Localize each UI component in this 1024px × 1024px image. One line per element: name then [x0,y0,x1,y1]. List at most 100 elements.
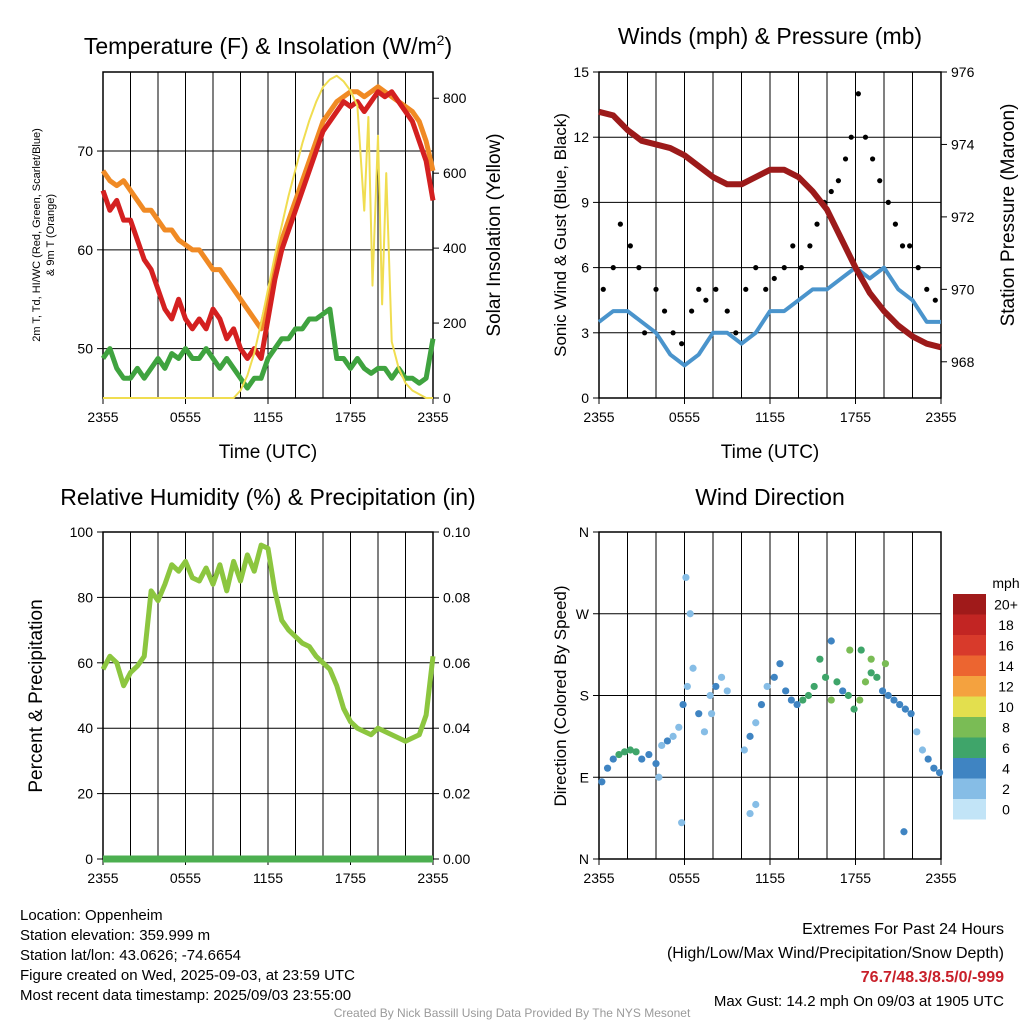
x-tick-label: 1155 [253,870,283,886]
x-tick-label: 1155 [755,870,785,886]
gust-point [617,221,623,227]
y-right-axis-label: Solar Insolation (Yellow) [484,133,505,336]
colorbar-label: 4 [1002,760,1010,776]
gust-point [892,221,899,227]
y-left-tick-label: 100 [70,524,94,540]
colorbar-swatch [953,737,986,758]
colorbar-swatch [953,778,986,799]
x-tick-label: 2355 [87,870,118,886]
series-line-relative-humidity [100,542,436,744]
y-tick-label: S [580,688,589,704]
location-text: Location: Oppenheim [20,907,163,924]
y-left-tick-label: 50 [77,341,93,357]
colorbar-label: 2 [1002,781,1010,797]
y-left-tick-label: 0 [85,851,93,867]
y-right-tick-label: 972 [951,209,975,225]
direction-point [827,637,835,645]
colorbar-swatch [953,614,986,635]
direction-point [804,691,813,700]
y-left-tick-label: 3 [581,325,589,341]
gust-point [855,91,861,97]
gust-point [724,308,730,314]
colorbar-label: 20+ [994,596,1018,612]
y-right-tick-label: 976 [951,64,975,80]
y-right-tick-label: 970 [951,281,975,297]
colorbar-label: 14 [998,658,1014,674]
x-tick-label: 2355 [417,870,448,886]
direction-point [816,655,824,663]
x-axis-label: Time (UTC) [219,442,318,463]
direction-point [598,778,606,786]
direction-point [621,748,629,756]
direction-point [683,682,691,691]
gust-point [885,199,891,205]
y-right-tick-label: 400 [443,240,467,256]
direction-point [632,748,640,756]
series-line-2m-td [100,306,436,391]
gust-point [932,297,938,303]
y-left-tick-label: 60 [77,242,93,258]
y-tick-label: N [579,851,589,867]
extremes-title: Extremes For Past 24 Hours [802,921,1004,938]
y-left-tick-label: 15 [573,64,589,80]
direction-point [675,723,683,731]
x-tick-label: 1755 [335,870,366,886]
direction-point [878,687,887,695]
direction-point [723,687,731,695]
direction-point [707,710,716,718]
y-left-tick-label: 9 [581,194,589,210]
y-right-tick-label: 0.08 [443,589,470,605]
direction-point [884,691,892,700]
y-right-tick-label: 0.10 [443,524,470,540]
direction-point [626,746,634,754]
direction-point [686,610,694,618]
x-tick-label: 0555 [669,870,700,886]
colorbar-swatch [953,758,986,779]
x-tick-label: 1755 [840,870,871,886]
footer-credit: Created By Nick Bassill Using Data Provi… [333,1006,691,1020]
extremes-values: 76.7/48.3/8.5/0/-999 [860,969,1004,986]
direction-point [712,682,720,691]
direction-point [746,809,754,818]
direction-point [746,732,754,740]
direction-point [890,696,898,704]
y-right-tick-label: 800 [443,90,467,106]
direction-point [821,673,830,681]
y-left-tick-label: 60 [77,655,93,671]
max-gust-text: Max Gust: 14.2 mph On 09/03 at 1905 UTC [713,993,1004,1010]
y-tick-label: W [576,606,590,622]
wind-direction-panel: N E S W N 2355 0555 1155 1755 2355 Wind Direction D… [551,484,1020,886]
colorbar-label: 16 [998,637,1014,653]
x-tick-label: 0555 [669,409,700,425]
gust-point [753,265,759,271]
y-left-axis-label: Sonic Wind & Gust (Blue, Black) [551,113,570,357]
gust-point [848,134,854,140]
direction-point [757,700,766,709]
series-line-9m-t [100,84,436,332]
gust-point [743,286,749,292]
direction-point [655,773,663,781]
x-tick-label: 1755 [840,409,871,425]
direction-point [782,687,790,695]
y-right-axis-label: Station Pressure (Maroon) [998,104,1019,327]
gust-point [828,188,834,195]
direction-point [658,741,666,750]
gust-point [915,265,921,271]
direction-point [913,728,921,736]
chart-title: Wind Direction [695,484,845,510]
x-tick-label: 0555 [170,870,201,886]
gust-point [600,286,606,292]
colorbar-swatch [953,799,986,820]
colorbar-swatch [953,676,986,697]
direction-point [652,760,660,768]
y-left-axis-label-2: & 9m T (Orange) [45,194,57,276]
colorbar-swatch [953,635,986,656]
gust-point [790,243,796,249]
y-right-tick-label: 0.04 [443,720,470,736]
y-left-tick-label: 12 [573,129,589,145]
gust-point [670,330,676,336]
direction-point [930,764,938,772]
gust-point [661,308,668,314]
direction-point [603,764,612,772]
